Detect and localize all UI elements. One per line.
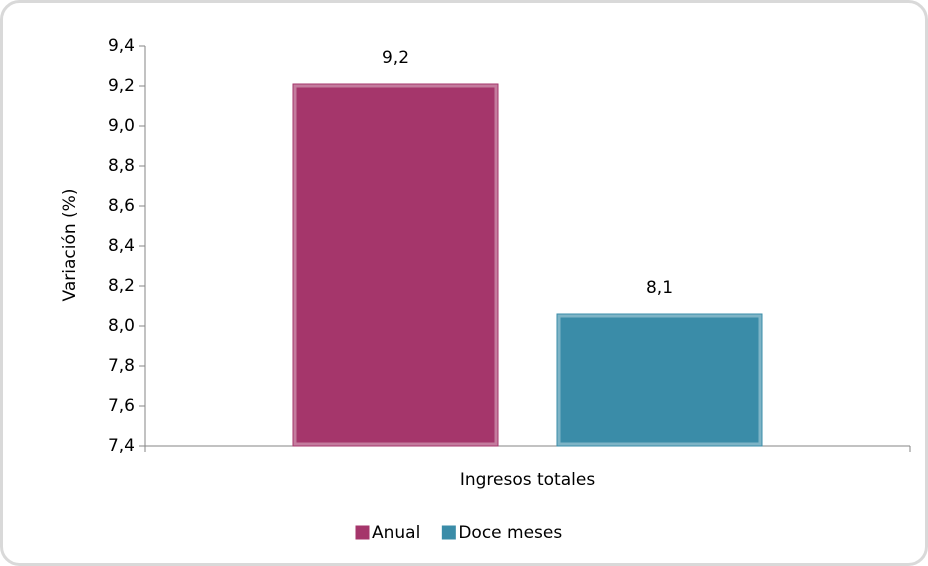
value-label: 8,1 <box>646 278 673 298</box>
bar <box>556 313 763 447</box>
x-tick-label: Ingresos totales <box>460 470 596 490</box>
y-tick-label: 8,2 <box>108 276 135 296</box>
y-tick-label: 7,6 <box>108 396 135 416</box>
y-tick-label: 8,6 <box>108 196 135 216</box>
y-tick-label: 8,8 <box>108 156 135 176</box>
y-tick-label: 9,2 <box>108 76 135 96</box>
y-tick-label: 9,0 <box>108 116 135 136</box>
legend-swatch <box>441 525 456 540</box>
legend-label: Anual <box>372 523 420 543</box>
value-label: 9,2 <box>382 48 409 68</box>
legend-label: Doce meses <box>458 523 562 543</box>
y-tick-label: 7,4 <box>108 436 135 456</box>
y-tick-label: 8,4 <box>108 236 135 256</box>
y-axis-label: Variación (%) <box>60 189 80 302</box>
bar <box>292 83 499 447</box>
y-tick-label: 8,0 <box>108 316 135 336</box>
y-tick-label: 7,8 <box>108 356 135 376</box>
bar-bevel <box>557 314 762 446</box>
bar-bevel <box>293 84 498 446</box>
y-tick-label: 9,4 <box>108 36 135 56</box>
legend-swatch <box>355 525 370 540</box>
